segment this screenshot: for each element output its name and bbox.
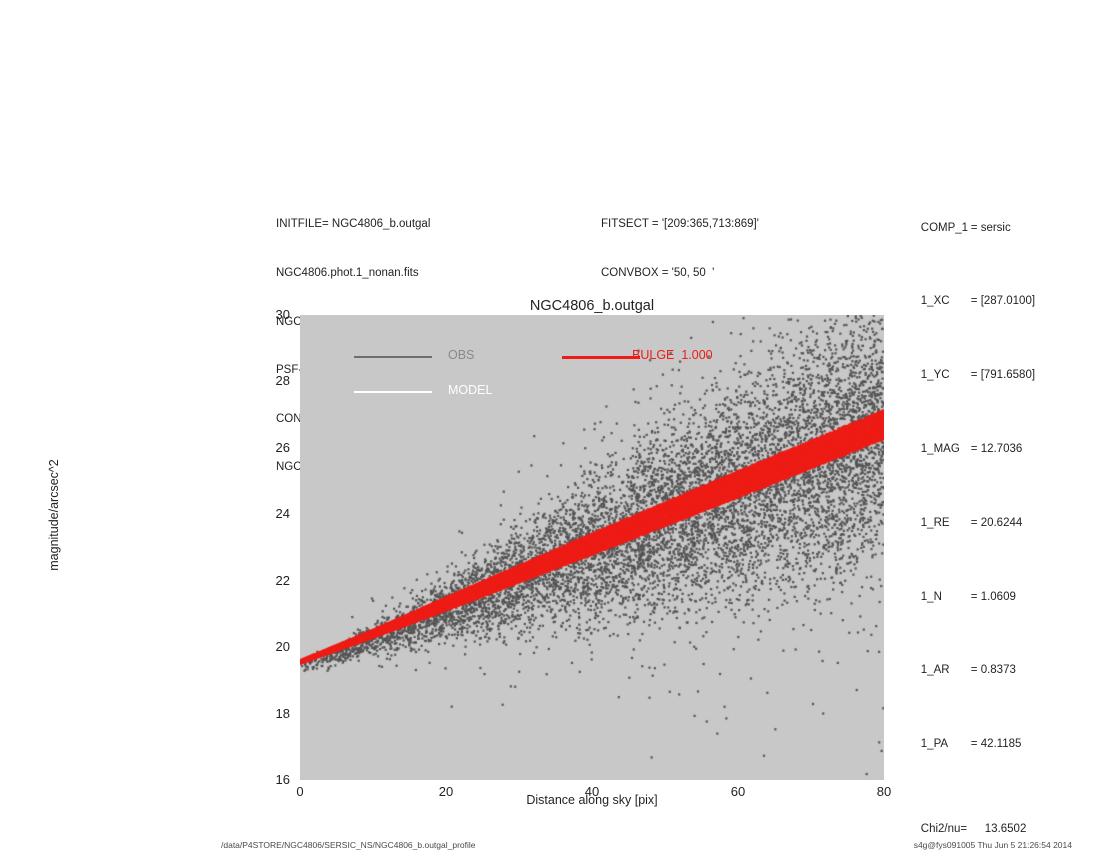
legend-line-bulge — [562, 356, 640, 359]
x-tick-label: 0 — [296, 784, 304, 799]
y-tick-label: 22 — [275, 572, 290, 588]
chi2-value: 13.6502 — [984, 822, 1027, 835]
x-tick-label: 40 — [584, 784, 600, 799]
y-tick-label: 18 — [275, 705, 290, 721]
scatter-plot-canvas — [300, 315, 884, 780]
param-key: 1_YC — [920, 369, 950, 382]
param-key: 1_AR — [920, 664, 950, 677]
y-tick-label: 28 — [275, 373, 290, 389]
plot-title: NGC4806_b.outgal — [529, 298, 655, 314]
footer-user-timestamp: s4g@fys091005 Thu Jun 5 21:26:54 2014 — [913, 840, 1072, 850]
param-value: = 1.0609 — [970, 590, 1016, 603]
y-tick-label: 20 — [275, 639, 290, 655]
legend-bulge-name: BULGE — [632, 348, 675, 362]
header-line: NGC4806.phot.1_nonan.fits — [276, 267, 419, 280]
chi2-row: Chi2/nu= 13.6502 — [908, 792, 1035, 866]
param-row: COMP_1 = sersic — [908, 191, 1035, 265]
legend-label-model: MODEL — [448, 383, 493, 397]
y-tick-label: 24 — [275, 506, 290, 522]
legend-line-model — [354, 391, 432, 393]
param-row: 1_N = 1.0609 — [908, 560, 1035, 634]
param-value: = sersic — [970, 221, 1011, 234]
param-key: 1_PA — [920, 738, 949, 751]
x-tick-label: 60 — [730, 784, 746, 799]
param-value: = 42.1185 — [970, 738, 1022, 751]
param-row: 1_AR = 0.8373 — [908, 634, 1035, 708]
param-value: = [791.6580] — [970, 369, 1036, 382]
param-row: 1_MAG = 12.7036 — [908, 412, 1035, 486]
header-line: FITSECT = '[209:365,713:869]' — [601, 218, 759, 231]
x-tick-label: 80 — [876, 784, 892, 799]
param-key: 1_RE — [920, 516, 950, 529]
param-key: COMP_1 — [920, 221, 969, 234]
x-axis-title: Distance along sky [pix] — [526, 793, 658, 807]
param-row: 1_RE = 20.6244 — [908, 486, 1035, 560]
y-axis-title: magnitude/arcsec^2 — [47, 459, 61, 571]
param-key: 1_XC — [920, 295, 950, 308]
header-line: CONVBOX = '50, 50 ' — [601, 267, 715, 280]
header-line: INITFILE= NGC4806_b.outgal — [276, 218, 431, 231]
param-row: 1_YC = [791.6580] — [908, 339, 1035, 413]
x-tick-label: 20 — [438, 784, 454, 799]
param-value: = 20.6244 — [970, 516, 1023, 529]
fit-parameters-block: COMP_1 = sersic 1_XC = [287.0100] 1_YC = [7… — [908, 191, 1035, 866]
legend-label-obs: OBS — [448, 348, 475, 362]
param-value: = 0.8373 — [970, 664, 1016, 677]
legend-line-obs — [354, 356, 432, 358]
y-tick-label: 26 — [275, 439, 290, 455]
param-value: = [287.0100] — [970, 295, 1036, 308]
param-value: = 12.7036 — [970, 442, 1023, 455]
param-row: 1_XC = [287.0100] — [908, 265, 1035, 339]
chi2-label: Chi2/nu= — [920, 822, 968, 835]
footer-path: /data/P4STORE/NGC4806/SERSIC_NS/NGC4806_… — [221, 840, 476, 850]
y-tick-label: 30 — [275, 307, 290, 322]
param-row: 1_PA = 42.1185 — [908, 707, 1035, 781]
plot-area: OBS MODEL BULGE 1.000 — [300, 315, 884, 780]
param-key: 1_MAG — [920, 442, 960, 455]
legend-label-bulge: BULGE 1.000 — [632, 348, 713, 362]
param-key: 1_N — [920, 590, 942, 603]
y-tick-label: 16 — [275, 772, 290, 787]
legend-bulge-value: 1.000 — [681, 348, 713, 362]
